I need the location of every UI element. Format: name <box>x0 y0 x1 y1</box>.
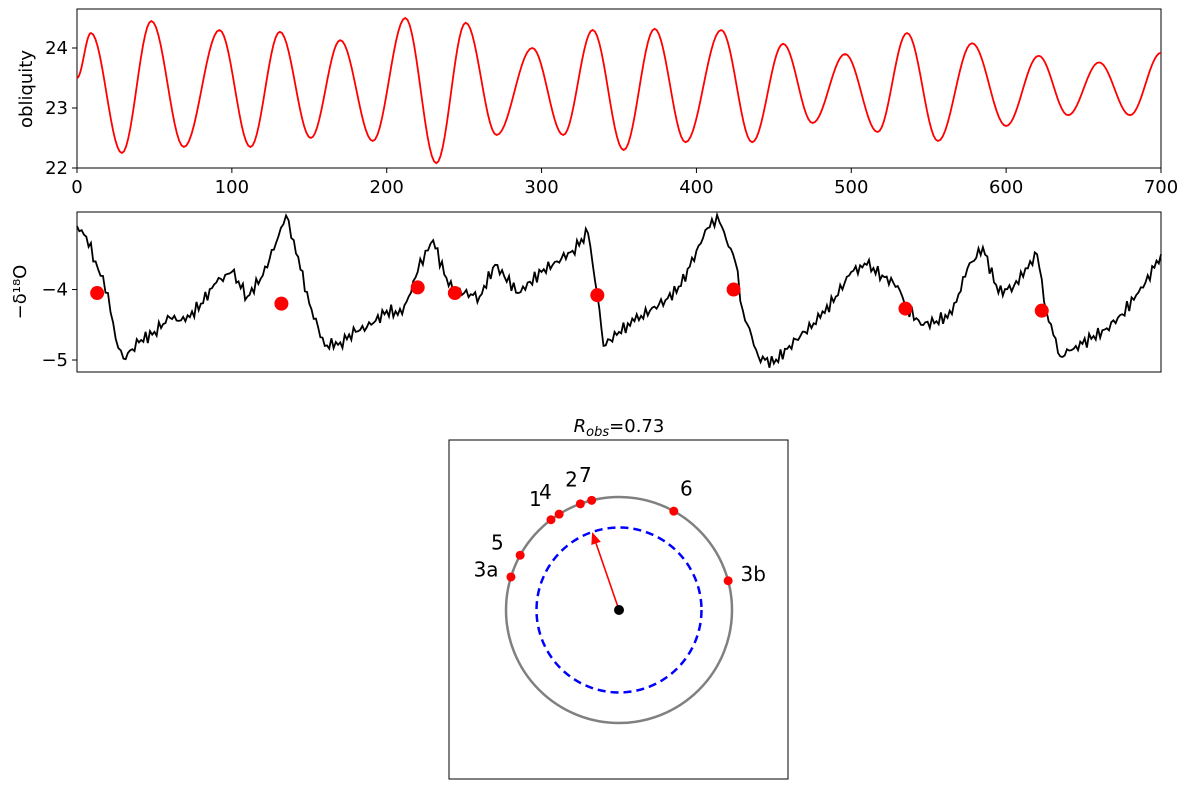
obliquity-ytick-label: 23 <box>45 98 68 119</box>
circular-point-label: 7 <box>579 463 592 487</box>
obliquity-xtick-label: 700 <box>1144 177 1178 198</box>
d18o-ytick-label: −5 <box>41 350 68 371</box>
resultant-arrowhead <box>591 532 601 545</box>
obliquity-xtick-label: 300 <box>524 177 558 198</box>
circular-title-tail: =0.73 <box>609 416 664 437</box>
obliquity-xtick-label: 0 <box>71 177 82 198</box>
d18o-frame <box>76 211 1162 373</box>
circular-point-label: 6 <box>680 476 693 500</box>
d18o-marker <box>90 286 105 301</box>
circular-panel: Robs=0.73 142 7 6 53a 3b <box>448 416 789 780</box>
d18o-panel: −4 −5 −δ¹⁸O <box>10 211 1162 373</box>
d18o-marker <box>410 280 425 295</box>
obliquity-xtick-label: 100 <box>215 177 249 198</box>
resultant-length-circle <box>535 526 703 694</box>
circular-point <box>723 576 733 586</box>
d18o-ylabel: −δ¹⁸O <box>10 265 31 320</box>
obliquity-ylabel: obliquity <box>16 50 37 128</box>
circular-title-main: R <box>574 416 587 437</box>
unit-circle <box>504 495 734 725</box>
obliquity-panel: 0 100 200 300 400 500 600 700 22 23 24 obliquity <box>16 8 1178 198</box>
d18o-series-line <box>76 211 1162 368</box>
circular-point <box>546 515 556 525</box>
circular-point <box>506 572 516 582</box>
center-point <box>614 605 624 615</box>
circular-point-label: 3b <box>741 562 766 586</box>
obliquity-series-line <box>76 16 1162 165</box>
d18o-marker <box>590 288 605 303</box>
obliquity-ytick-label: 22 <box>45 158 68 179</box>
obliquity-xtick-label: 500 <box>834 177 868 198</box>
d18o-marker <box>898 301 913 316</box>
obliquity-xtick-label: 200 <box>370 177 404 198</box>
obliquity-ytick-label: 24 <box>45 38 68 59</box>
circular-point-label: 4 <box>539 480 552 504</box>
circular-point <box>515 550 525 560</box>
circular-point <box>669 506 679 516</box>
resultant-vector <box>595 543 620 611</box>
circular-title-sub: obs <box>586 425 609 440</box>
circular-point-label: 2 <box>565 467 578 491</box>
d18o-ytick-label: −4 <box>41 280 68 301</box>
circular-point <box>575 499 585 509</box>
circular-point-label: 5 <box>491 531 504 555</box>
d18o-marker <box>726 282 741 297</box>
circular-point <box>587 495 597 505</box>
circular-point-label: 3a <box>474 557 499 581</box>
circular-frame <box>448 439 789 780</box>
obliquity-xtick-label: 400 <box>679 177 713 198</box>
d18o-marker <box>1034 303 1049 318</box>
obliquity-xtick-label: 600 <box>989 177 1023 198</box>
d18o-marker <box>447 286 462 301</box>
circular-point-label: 1 <box>529 487 542 511</box>
d18o-marker <box>274 296 289 311</box>
circular-title: Robs=0.73 <box>574 416 665 440</box>
circular-point <box>554 509 564 519</box>
obliquity-frame <box>76 8 1162 169</box>
